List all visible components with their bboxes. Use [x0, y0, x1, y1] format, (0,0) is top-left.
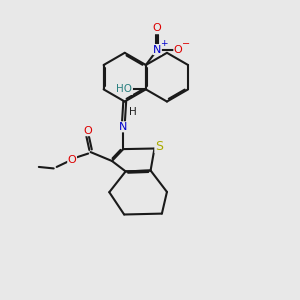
Text: S: S	[155, 140, 163, 153]
Text: +: +	[160, 39, 167, 48]
Text: O: O	[68, 154, 76, 164]
Text: HO: HO	[116, 84, 132, 94]
Text: O: O	[153, 22, 161, 32]
Text: −: −	[182, 39, 190, 49]
Text: N: N	[119, 122, 128, 132]
Text: O: O	[174, 44, 183, 55]
Text: O: O	[83, 126, 92, 136]
Text: N: N	[153, 44, 161, 55]
Text: H: H	[129, 107, 137, 117]
